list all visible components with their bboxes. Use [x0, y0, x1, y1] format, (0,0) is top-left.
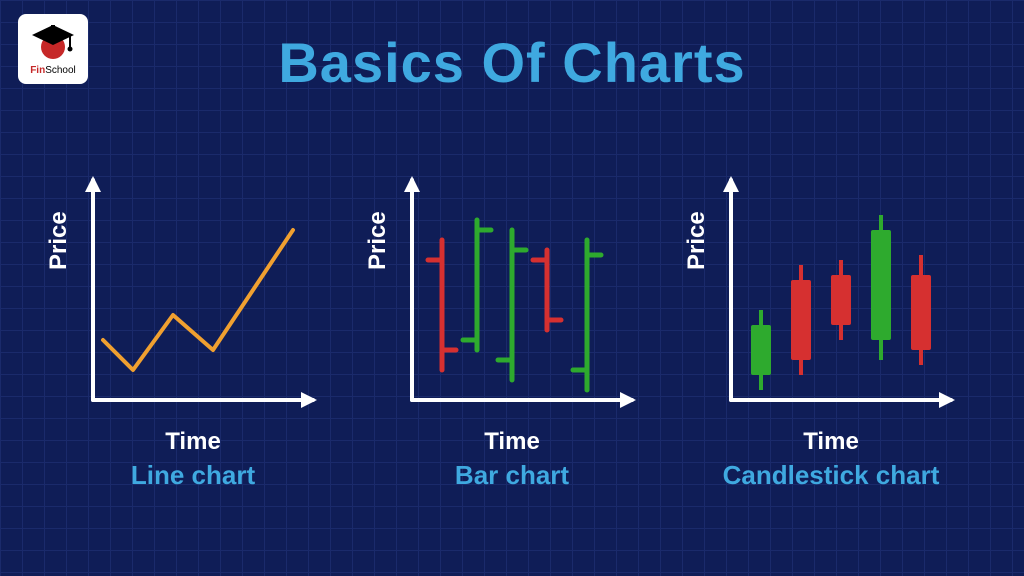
logo-box: FinSchool — [18, 14, 88, 84]
logo-text: FinSchool — [30, 65, 76, 76]
axis-x-label: Time — [53, 428, 333, 456]
candle-chart-area: Price Time — [691, 160, 971, 420]
line-chart-area: Price Time — [53, 160, 333, 420]
bar-chart-svg — [372, 160, 652, 420]
axis-x-label: Time — [691, 428, 971, 456]
axis-y-label: Price — [364, 211, 392, 270]
bar-chart-area: Price Time — [372, 160, 652, 420]
logo-icon — [30, 23, 76, 63]
panel-candle: Price Time Candlestick chart — [681, 160, 981, 491]
line-chart-svg — [53, 160, 333, 420]
panels-row: Price Time Line chart Price Time Bar cha… — [0, 160, 1024, 491]
page-title: Basics Of Charts — [0, 0, 1024, 95]
axis-y-label: Price — [45, 211, 73, 270]
panel-line: Price Time Line chart — [43, 160, 343, 491]
caption-candle: Candlestick chart — [723, 460, 940, 491]
panel-bar: Price Time Bar chart — [362, 160, 662, 491]
axis-y-label: Price — [683, 211, 711, 270]
candle-chart-svg — [691, 160, 971, 420]
caption-bar: Bar chart — [455, 460, 569, 491]
axis-x-label: Time — [372, 428, 652, 456]
caption-line: Line chart — [131, 460, 255, 491]
